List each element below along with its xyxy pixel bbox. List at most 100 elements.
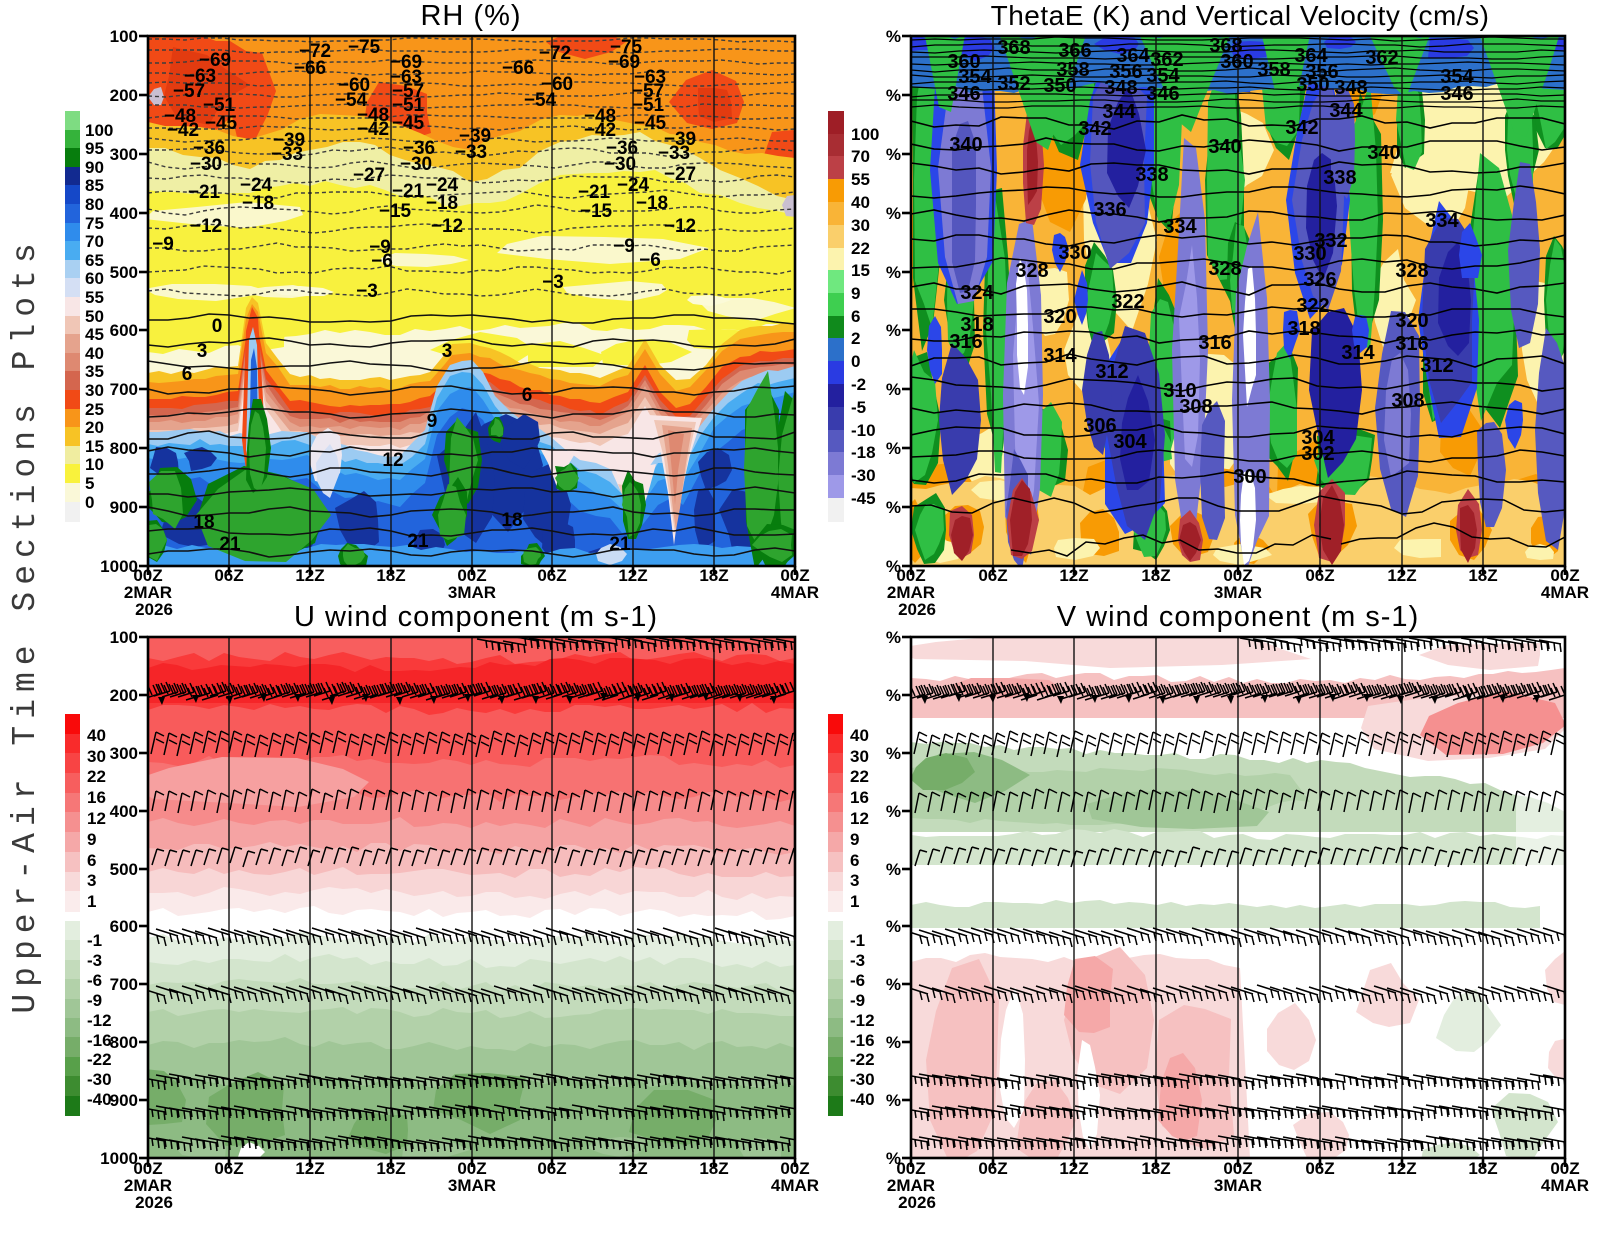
svg-text:100: 100 <box>851 125 879 144</box>
svg-text:20: 20 <box>85 418 104 437</box>
svg-text:-16: -16 <box>87 1031 112 1050</box>
svg-text:00Z: 00Z <box>896 566 925 585</box>
svg-text:344: 344 <box>1329 100 1363 122</box>
svg-text:%: % <box>886 1149 901 1168</box>
svg-text:300: 300 <box>110 744 138 763</box>
svg-text:3MAR: 3MAR <box>1214 1176 1262 1195</box>
svg-text:%: % <box>886 204 901 223</box>
svg-text:−60: −60 <box>541 74 573 95</box>
svg-text:800: 800 <box>110 439 138 458</box>
svg-text:326: 326 <box>1303 269 1336 291</box>
svg-text:316: 316 <box>1198 332 1231 354</box>
svg-text:16: 16 <box>850 788 869 807</box>
svg-text:10: 10 <box>85 455 104 474</box>
svg-text:0: 0 <box>212 316 223 337</box>
svg-text:−24: −24 <box>240 175 273 196</box>
svg-text:338: 338 <box>1323 167 1356 189</box>
svg-text:6: 6 <box>522 385 533 406</box>
svg-text:350: 350 <box>1296 74 1329 96</box>
svg-text:12: 12 <box>850 809 869 828</box>
svg-text:80: 80 <box>85 195 104 214</box>
svg-text:ThetaE (K) and Vertical Veloci: ThetaE (K) and Vertical Velocity (cm/s) <box>991 0 1490 31</box>
svg-text:−45: −45 <box>634 113 667 134</box>
svg-text:−18: −18 <box>426 193 458 214</box>
svg-text:314: 314 <box>1341 342 1375 364</box>
svg-text:3: 3 <box>850 871 859 890</box>
svg-text:65: 65 <box>85 251 104 270</box>
svg-text:330: 330 <box>1058 242 1091 264</box>
svg-text:400: 400 <box>110 802 138 821</box>
svg-text:348: 348 <box>1334 77 1367 99</box>
svg-text:−54: −54 <box>335 90 368 111</box>
svg-text:90: 90 <box>85 158 104 177</box>
svg-text:356: 356 <box>1109 61 1142 83</box>
svg-text:06Z: 06Z <box>214 566 243 585</box>
svg-text:334: 334 <box>1425 210 1459 232</box>
svg-text:318: 318 <box>1287 318 1320 340</box>
svg-text:−75: −75 <box>348 37 381 58</box>
svg-text:−18: −18 <box>242 193 274 214</box>
svg-text:352: 352 <box>997 73 1030 95</box>
svg-text:55: 55 <box>85 288 104 307</box>
svg-text:6: 6 <box>851 307 860 326</box>
svg-text:2026: 2026 <box>135 600 173 619</box>
svg-text:18Z: 18Z <box>699 566 728 585</box>
svg-text:-10: -10 <box>851 421 876 440</box>
svg-text:322: 322 <box>1111 291 1144 313</box>
svg-text:340: 340 <box>1367 142 1400 164</box>
svg-text:100: 100 <box>85 121 113 140</box>
svg-text:316: 316 <box>949 331 982 353</box>
svg-text:−48: −48 <box>357 105 389 126</box>
svg-text:21: 21 <box>609 534 631 555</box>
svg-text:22: 22 <box>851 239 870 258</box>
svg-text:338: 338 <box>1135 164 1168 186</box>
svg-text:342: 342 <box>1078 118 1111 140</box>
svg-text:%: % <box>886 744 901 763</box>
svg-text:-18: -18 <box>851 443 876 462</box>
svg-text:2: 2 <box>851 329 860 348</box>
svg-text:-1: -1 <box>850 931 865 950</box>
svg-text:350: 350 <box>1043 75 1076 97</box>
svg-text:-45: -45 <box>851 489 876 508</box>
svg-text:V wind component (m s-1): V wind component (m s-1) <box>1057 601 1419 633</box>
svg-text:−69: −69 <box>390 52 422 73</box>
svg-text:−21: −21 <box>578 182 611 203</box>
svg-text:4MAR: 4MAR <box>771 583 819 602</box>
svg-text:900: 900 <box>110 1091 138 1110</box>
svg-text:9: 9 <box>87 830 96 849</box>
svg-text:300: 300 <box>110 145 138 164</box>
svg-text:12: 12 <box>87 809 106 828</box>
svg-text:−9: −9 <box>613 236 635 257</box>
svg-text:−27: −27 <box>664 164 696 185</box>
svg-text:%: % <box>886 975 901 994</box>
svg-text:358: 358 <box>1257 59 1290 81</box>
svg-text:360: 360 <box>1220 51 1253 73</box>
svg-text:%: % <box>886 27 901 46</box>
svg-text:336: 336 <box>1093 199 1126 221</box>
svg-text:330: 330 <box>1293 243 1326 265</box>
svg-text:18Z: 18Z <box>376 1159 405 1178</box>
svg-text:−3: −3 <box>542 272 564 293</box>
svg-text:2MAR: 2MAR <box>887 583 935 602</box>
svg-text:00Z: 00Z <box>133 566 162 585</box>
svg-text:%: % <box>886 860 901 879</box>
svg-text:70: 70 <box>85 232 104 251</box>
svg-text:306: 306 <box>1083 415 1116 437</box>
svg-text:18Z: 18Z <box>699 1159 728 1178</box>
svg-text:0: 0 <box>85 493 94 512</box>
svg-text:320: 320 <box>1043 306 1076 328</box>
svg-text:5: 5 <box>85 474 94 493</box>
svg-text:95: 95 <box>85 139 104 158</box>
svg-text:00Z: 00Z <box>780 1159 809 1178</box>
svg-text:06Z: 06Z <box>537 566 566 585</box>
svg-text:500: 500 <box>110 860 138 879</box>
svg-text:00Z: 00Z <box>1550 566 1579 585</box>
svg-text:362: 362 <box>1365 47 1398 69</box>
svg-text:−30: −30 <box>604 154 636 175</box>
svg-text:−12: −12 <box>431 216 463 237</box>
svg-text:700: 700 <box>110 975 138 994</box>
svg-text:−36: −36 <box>606 138 638 159</box>
svg-text:06Z: 06Z <box>1305 566 1334 585</box>
svg-text:30: 30 <box>851 216 870 235</box>
svg-text:−24: −24 <box>426 175 459 196</box>
